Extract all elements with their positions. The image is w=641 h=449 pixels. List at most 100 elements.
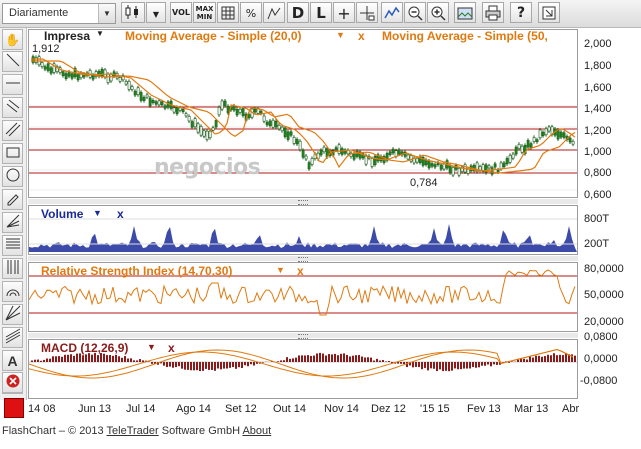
macd-histogram-bar (298, 355, 300, 362)
rsi-dropdown-icon[interactable]: ▼ (276, 265, 285, 275)
macd-histogram-bar (556, 355, 558, 362)
macd-histogram-bar (364, 357, 366, 362)
ma1-dropdown-icon[interactable]: ▼ (336, 30, 345, 40)
price-candle (52, 63, 56, 73)
macd-histogram-bar (553, 353, 555, 362)
trend-icon[interactable] (381, 2, 403, 23)
price-candle (184, 113, 188, 117)
price-chart (29, 54, 577, 191)
price-candle (511, 153, 515, 159)
teletrader-link[interactable]: TeleTrader (106, 425, 159, 437)
macd-line (29, 348, 574, 379)
price-candle (118, 77, 122, 82)
macd-histogram-bar (247, 362, 249, 367)
macd-histogram-bar (571, 354, 573, 362)
macd-histogram-bar (421, 362, 423, 370)
linear-button[interactable]: L (310, 2, 332, 23)
panel-resize-handle[interactable] (28, 199, 578, 205)
y-tick-price: 1,800 (584, 60, 612, 72)
macd-histogram-bar (283, 360, 285, 362)
price-candle (556, 129, 560, 140)
period-select[interactable]: Diariamente ▼ (2, 3, 116, 24)
instrument-dropdown-icon[interactable]: ▼ (96, 29, 104, 38)
arc-tool-icon[interactable] (2, 281, 23, 302)
fibonacci-tool-icon[interactable] (2, 235, 23, 256)
ellipse-tool-icon[interactable] (2, 166, 23, 187)
maximize-icon[interactable] (538, 2, 560, 23)
compare-icon[interactable] (263, 2, 285, 23)
macd-histogram-bar (76, 353, 78, 362)
price-candle (157, 100, 161, 106)
max-min-button[interactable]: MAX MIN (193, 2, 216, 23)
regression-tool-icon[interactable] (2, 327, 23, 348)
channel-tool-icon[interactable] (2, 120, 23, 141)
zoom-out-icon[interactable] (404, 2, 426, 23)
pen-tool-icon[interactable] (2, 189, 23, 210)
ma2-label[interactable]: Moving Average - Simple (50, (382, 29, 548, 43)
y-tick-price: 0,600 (584, 189, 612, 201)
rsi-label[interactable]: Relative Strength Index (14,70,30) (41, 264, 233, 278)
volume-label[interactable]: Volume (41, 207, 84, 221)
price-candle (40, 62, 44, 67)
x-tick: Out 14 (273, 403, 307, 415)
macd-dropdown-icon[interactable]: ▼ (147, 342, 156, 352)
macd-histogram-bar (169, 362, 171, 367)
macd-chart (29, 348, 577, 379)
daily-button[interactable]: D (287, 2, 309, 23)
candlestick-icon[interactable] (121, 2, 145, 23)
macd-histogram-bar (199, 362, 201, 372)
print-icon[interactable] (482, 2, 504, 23)
color-picker[interactable] (4, 398, 24, 418)
hand-icon[interactable]: ✋ (2, 29, 23, 50)
macd-close-icon[interactable]: x (168, 341, 175, 355)
parallel-tool-icon[interactable] (2, 97, 23, 118)
hline-tool-icon[interactable] (2, 74, 23, 95)
rectangle-tool-icon[interactable] (2, 143, 23, 164)
macd-histogram-bar (73, 355, 75, 362)
about-link[interactable]: About (242, 425, 272, 437)
macd-histogram-bar (457, 362, 459, 370)
save-image-icon[interactable] (454, 2, 476, 23)
price-candle (100, 68, 104, 77)
panel-resize-handle[interactable] (28, 256, 578, 262)
panel-resize-handle[interactable] (28, 333, 578, 339)
percent-icon[interactable]: % (240, 2, 262, 23)
ma1-close-icon[interactable]: x (358, 29, 365, 43)
y-tick-volume: 200T (584, 238, 610, 250)
text-tool-icon[interactable]: A (2, 350, 23, 371)
zoom-in-icon[interactable] (427, 2, 449, 23)
grid-icon[interactable] (217, 2, 239, 23)
macd-histogram-bar (292, 358, 294, 362)
fan-tool-icon[interactable] (2, 212, 23, 233)
chart-type-dropdown[interactable]: ▼ (146, 2, 166, 23)
macd-label[interactable]: MACD (12,26,9) (41, 341, 129, 355)
price-candle (61, 71, 65, 76)
macd-histogram-bar (127, 358, 129, 362)
crosshair-icon[interactable]: + (333, 2, 355, 23)
macd-histogram-bar (106, 355, 108, 362)
crosshair-value-icon[interactable] (356, 2, 378, 23)
gann-tool-icon[interactable] (2, 304, 23, 325)
line-tool-icon[interactable] (2, 51, 23, 72)
macd-histogram-bar (481, 362, 483, 366)
macd-histogram-bar (136, 360, 138, 362)
chevron-down-icon[interactable]: ▼ (98, 4, 115, 23)
price-candle (397, 149, 401, 155)
help-button[interactable]: ? (510, 2, 532, 23)
volume-button[interactable]: VOL (170, 2, 192, 23)
rsi-line (29, 269, 576, 316)
macd-histogram-bar (82, 355, 84, 362)
delete-icon[interactable] (2, 372, 23, 393)
volume-close-icon[interactable]: x (117, 207, 124, 221)
macd-histogram-bar (403, 362, 405, 364)
macd-histogram-bar (322, 353, 324, 362)
volume-dropdown-icon[interactable]: ▼ (93, 208, 102, 218)
macd-histogram-bar (442, 362, 444, 372)
macd-histogram-bar (217, 362, 219, 369)
fib-time-tool-icon[interactable] (2, 258, 23, 279)
macd-histogram-bar (40, 360, 42, 362)
rsi-close-icon[interactable]: x (297, 264, 304, 278)
ma1-label[interactable]: Moving Average - Simple (20,0) (125, 29, 302, 43)
price-candle (175, 107, 179, 115)
price-candle (151, 99, 155, 103)
